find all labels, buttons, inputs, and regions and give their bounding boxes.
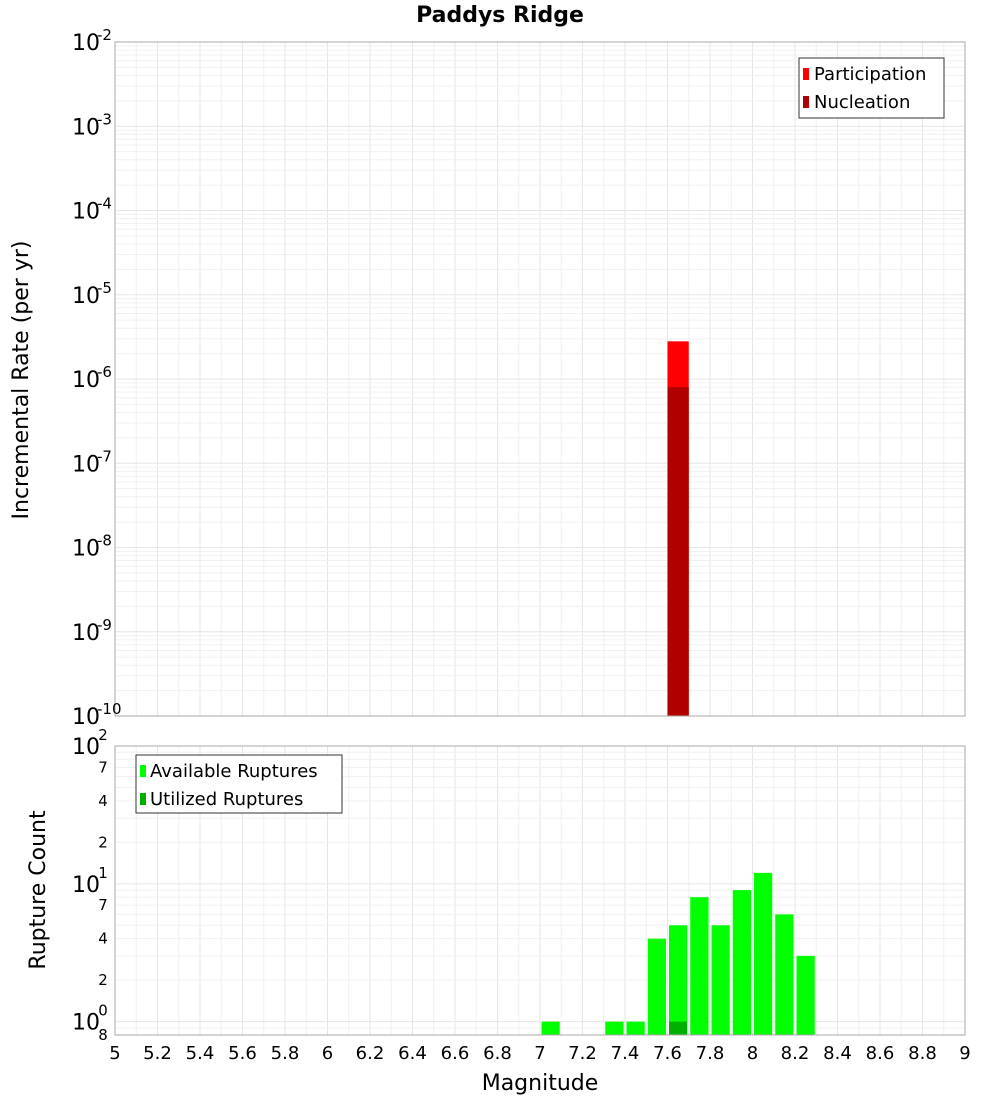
available-ruptures-bar [541,1021,560,1035]
rate-y-tick-label: 10 [72,31,100,56]
available-ruptures-swatch [140,765,146,777]
rate-y-axis-label: Incremental Rate (per yr) [9,241,34,520]
x-tick-label: 7.4 [611,1043,640,1064]
nucleation-legend-label: Nucleation [814,92,910,113]
count-y-minor-tick-label: 4 [98,930,108,948]
available-ruptures-bar [605,1021,624,1035]
rate-y-tick-label: 10 [72,537,100,562]
nucleation-swatch [803,96,809,108]
available-ruptures-bar [669,925,688,1035]
rate-y-tick-exponent: -8 [97,532,112,550]
rate-y-tick-exponent: -4 [97,195,112,213]
available-ruptures-bar [754,872,773,1035]
rate-y-tick-exponent: -5 [97,279,112,297]
count-y-minor-tick-label: 8 [98,1026,108,1044]
rate-y-tick-label: 10 [72,368,100,393]
participation-swatch [803,68,809,80]
x-tick-label: 7.8 [696,1043,725,1064]
available-ruptures-bar [647,938,666,1035]
rate-grid [114,42,966,717]
count-plot-frame [114,745,966,1036]
x-tick-label: 8.4 [823,1043,852,1064]
count-y-tick-label: 10 [72,1011,100,1036]
x-tick-label: 8.8 [908,1043,937,1064]
rate-y-tick-exponent: -3 [97,110,112,128]
utilized-ruptures-swatch [140,793,146,805]
rate-bars [667,341,689,716]
available-ruptures-bar [711,925,730,1035]
count-y-tick-exponent: 0 [98,1002,108,1020]
count-legend: Available Ruptures Utilized Ruptures [135,754,343,814]
rate-y-tick-label: 10 [72,452,100,477]
rate-y-tick-exponent: -2 [97,26,112,44]
available-ruptures-bar [796,955,815,1035]
count-y-tick-exponent: 2 [98,726,108,744]
x-tick-label: 6 [322,1043,333,1064]
x-tick-label: 6.2 [356,1043,385,1064]
rate-y-tick-exponent: -6 [97,363,112,381]
x-tick-label: 6.8 [483,1043,512,1064]
count-legend-box [135,754,343,814]
x-axis-label: Magnitude [482,1071,599,1096]
participation-legend-label: Participation [814,64,926,85]
available-ruptures-legend-label: Available Ruptures [150,761,318,782]
available-ruptures-bar [690,897,709,1035]
rate-y-tick-label: 10 [72,284,100,309]
x-tick-label: 5.6 [228,1043,257,1064]
x-tick-label: 7.2 [568,1043,597,1064]
count-y-minor-tick-label: 4 [98,792,108,810]
x-tick-label: 8 [747,1043,758,1064]
count-y-axis-label: Rupture Count [26,810,51,970]
x-tick-label: 6.4 [398,1043,427,1064]
count-y-tick-label: 10 [72,735,100,760]
count-y-minor-tick-label: 7 [98,758,108,776]
rate-legend-box [798,57,945,119]
count-y-tick-exponent: 1 [98,864,108,882]
nucleation-bar [667,387,689,716]
rate-y-tick-exponent: -7 [97,447,112,465]
available-ruptures-bar [626,1021,645,1035]
rate-y-tick-label: 10 [72,115,100,140]
x-tick-label: 9 [959,1043,970,1064]
rate-plot-frame [114,41,966,717]
rate-y-tick-exponent: -10 [97,700,122,718]
x-tick-label: 8.6 [866,1043,895,1064]
x-tick-label: 7.6 [653,1043,682,1064]
x-tick-label: 7 [534,1043,545,1064]
utilized-ruptures-bar [669,1021,688,1035]
available-ruptures-bar [775,914,794,1035]
rate-y-tick-label: 10 [72,621,100,646]
rate-y-tick-label: 10 [72,200,100,225]
x-tick-label: 5 [109,1043,120,1064]
x-tick-label: 8.2 [781,1043,810,1064]
rate-y-tick-label: 10 [72,705,100,730]
count-x-ticks: 5 5.2 5.4 5.6 5.8 6 6.2 6.4 6.6 6.8 7 7.2 7.4 7.6 7.8 8… [109,1043,970,1064]
x-tick-label: 5.2 [143,1043,172,1064]
chart-title: Paddys Ridge [416,3,584,28]
count-bars [541,872,815,1035]
count-y-tick-label: 10 [72,873,100,898]
utilized-ruptures-legend-label: Utilized Ruptures [150,789,303,810]
rate-y-tick-exponent: -9 [97,616,112,634]
count-y-minor-tick-label: 2 [98,971,108,989]
rate-legend: Participation Nucleation [798,57,945,119]
count-y-minor-tick-label: 7 [98,896,108,914]
count-y-minor-tick-label: 2 [98,833,108,851]
x-tick-label: 5.4 [186,1043,215,1064]
available-ruptures-bar [732,890,751,1035]
x-tick-label: 6.6 [441,1043,470,1064]
x-tick-label: 5.8 [271,1043,300,1064]
